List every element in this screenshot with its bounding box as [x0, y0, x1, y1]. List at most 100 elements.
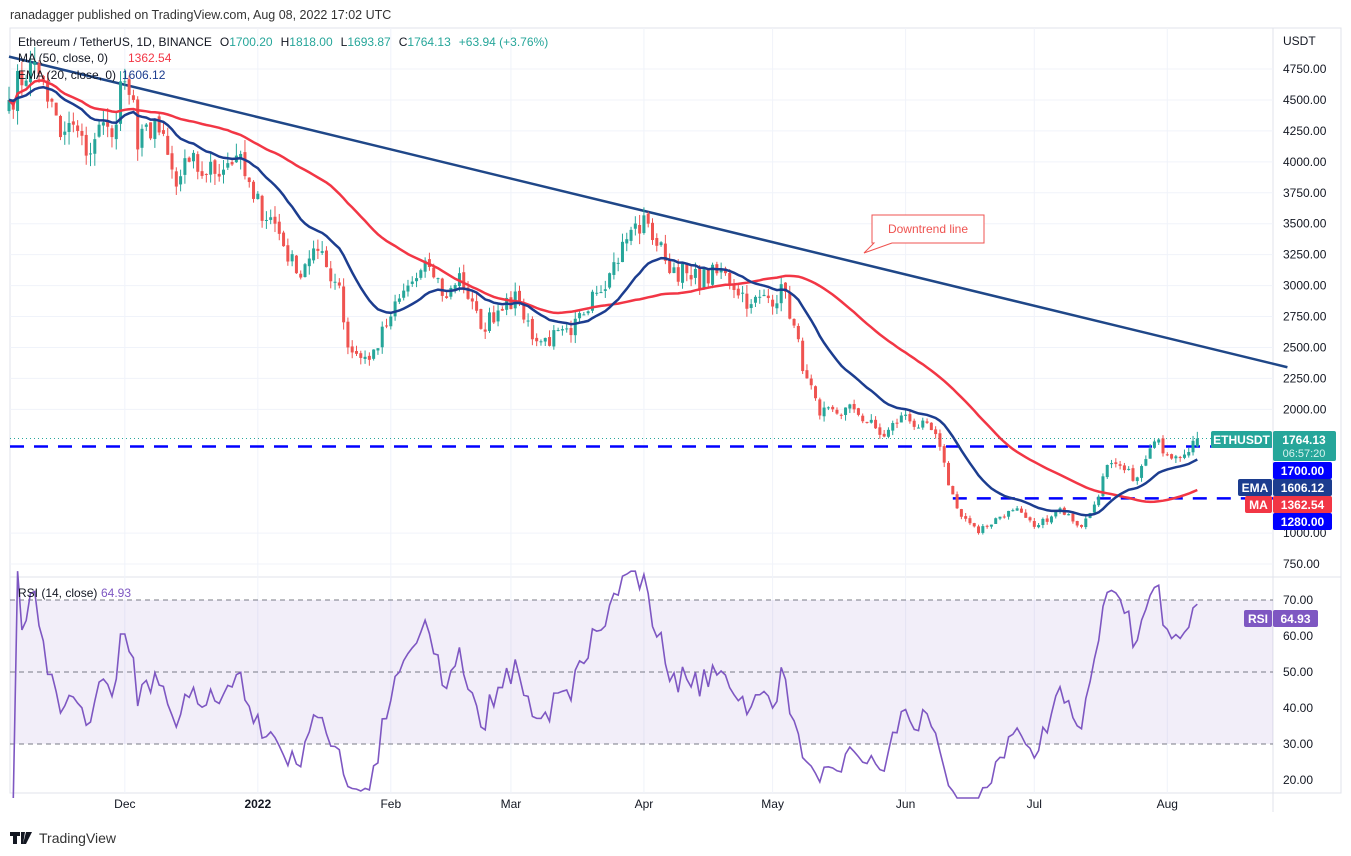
candle: [179, 169, 183, 192]
candle-body: [925, 421, 929, 423]
candle: [406, 279, 410, 297]
candle: [741, 285, 745, 303]
candle: [385, 318, 389, 329]
candle-body: [294, 255, 298, 274]
candle: [84, 126, 88, 165]
candle: [1191, 435, 1195, 456]
candle-body: [1127, 468, 1131, 470]
candle: [33, 47, 37, 73]
candle: [187, 156, 191, 163]
candle-body: [54, 102, 58, 116]
published-note: ranadagger published on TradingView.com,…: [10, 8, 392, 22]
candle-body: [97, 124, 101, 137]
candle-body: [612, 262, 616, 275]
time-tick-label: Jun: [896, 797, 915, 811]
candle: [852, 399, 856, 413]
candle-body: [582, 314, 586, 316]
candle-body: [676, 267, 680, 282]
candle: [711, 262, 715, 289]
legend-symbol: Ethereum / TetherUS, 1D, BINANCE: [18, 35, 212, 49]
candle-body: [153, 118, 157, 139]
candle-body: [698, 267, 702, 289]
candle-body: [76, 125, 80, 131]
time-tick-label: Feb: [380, 797, 401, 811]
candle-body: [947, 462, 951, 486]
candle-body: [209, 161, 213, 175]
candle-body: [578, 313, 582, 319]
candle: [904, 408, 908, 420]
time-tick-label: Aug: [1157, 797, 1178, 811]
candle-body: [573, 318, 577, 336]
candle: [50, 97, 54, 108]
candle: [835, 407, 839, 415]
candle-body: [58, 115, 62, 138]
candle-body: [354, 351, 358, 354]
candle: [972, 522, 976, 528]
candle-body: [119, 81, 123, 124]
ema-tag-bg: [1238, 479, 1272, 496]
candle-body: [1110, 463, 1114, 465]
candle: [805, 364, 809, 379]
candle-body: [659, 242, 663, 246]
candle-body: [934, 429, 938, 435]
candle: [149, 122, 153, 141]
candle-body: [1015, 508, 1019, 511]
candle: [269, 209, 273, 225]
candle-body: [642, 215, 646, 234]
candle: [273, 206, 277, 233]
symbol-badge-bg: [1211, 431, 1272, 448]
candle: [1041, 517, 1045, 529]
countdown: 06:57:20: [1283, 448, 1326, 460]
candle: [286, 238, 290, 266]
legend-c-label: C: [399, 35, 408, 49]
candle-body: [1049, 516, 1053, 523]
candle: [260, 194, 264, 228]
candle: [685, 262, 689, 282]
candle: [1110, 459, 1114, 469]
candle: [1045, 515, 1049, 525]
candle: [681, 263, 685, 289]
candle: [548, 330, 552, 347]
candle-body: [84, 134, 88, 156]
candle: [209, 151, 213, 183]
candle-body: [1101, 476, 1105, 497]
legend-o: 1700.20: [229, 35, 273, 49]
candle-body: [886, 429, 890, 437]
candle: [1157, 438, 1161, 445]
candle-body: [359, 353, 363, 358]
candle: [252, 180, 256, 203]
candle: [882, 430, 886, 438]
candle: [689, 266, 693, 287]
support-1700-badge-bg: [1273, 462, 1332, 479]
chart-canvas[interactable]: 4750.00 4500.00 4250.00 4000.00 3750.00 3500.…: [0, 0, 1351, 822]
candle: [204, 173, 208, 183]
candle: [63, 121, 67, 145]
support-1280-badge-bg: [1273, 513, 1332, 530]
candle-body: [651, 222, 654, 241]
candle-body: [586, 311, 590, 314]
candle-body: [814, 386, 818, 399]
tradingview-logo[interactable]: TradingView: [10, 830, 116, 846]
candle-body: [921, 420, 925, 428]
candle: [994, 517, 998, 525]
candle-body: [363, 356, 367, 359]
price-tick-label: 3000.00: [1283, 279, 1327, 293]
candle: [500, 306, 504, 311]
candle-body: [157, 116, 161, 133]
candle-body: [1161, 438, 1165, 454]
candle-body: [475, 301, 479, 311]
candle-body: [217, 173, 221, 177]
candle: [410, 276, 414, 287]
candle: [157, 114, 161, 136]
candle: [80, 123, 84, 146]
candle: [316, 239, 320, 259]
candle: [762, 289, 766, 297]
candle-body: [136, 99, 140, 150]
rsi-tick-label: 70.00: [1283, 593, 1313, 607]
candle-body: [320, 251, 324, 253]
candle: [655, 233, 659, 252]
candle: [402, 283, 406, 301]
candle-body: [385, 325, 389, 327]
ma-price-badge: 1362.54: [1281, 498, 1325, 512]
candle: [333, 273, 337, 290]
